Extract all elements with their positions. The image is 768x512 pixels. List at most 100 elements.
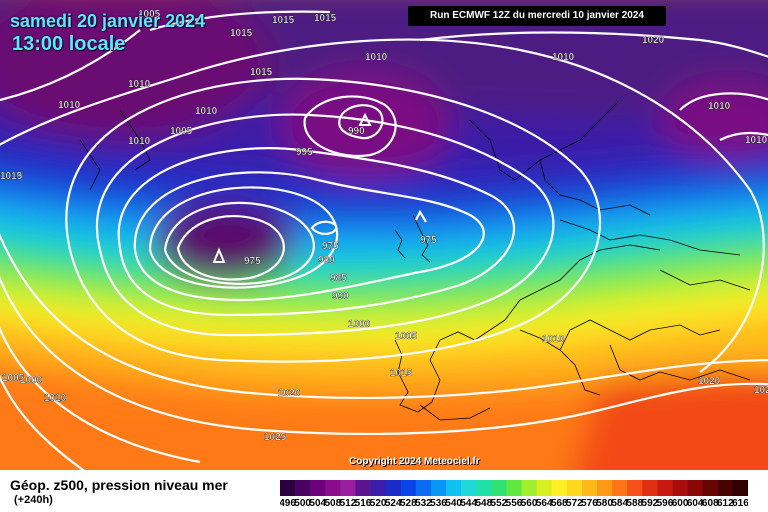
legend-swatch [642, 480, 658, 496]
legend-swatch [627, 480, 643, 496]
copyright-notice: Copyright 2024 Meteociel.fr [349, 456, 480, 467]
legend-label: 608 [702, 498, 719, 508]
legend-swatch [672, 480, 688, 496]
legend-label: 516 [355, 498, 372, 508]
isobar-label: 1010 [44, 393, 67, 404]
isobar-label: 1025 [264, 432, 287, 443]
isobar-label: 1000 [20, 375, 43, 386]
legend-label: 616 [732, 498, 748, 508]
legend-swatch [551, 480, 568, 496]
isobar-label: 102 [754, 385, 768, 396]
isobar-label: 1015 [390, 368, 413, 379]
legend-swatch [415, 480, 432, 496]
isobar-label: 985 [330, 273, 347, 284]
legend-label: 540 [445, 498, 462, 508]
forecast-local-time: 13:00 locale [12, 33, 126, 55]
isobar-label: 1010 [0, 171, 23, 182]
run-info-banner: Run ECMWF 12Z du mercredi 10 janvier 202… [408, 6, 666, 26]
legend-label: 504 [309, 498, 326, 508]
isobar-label: 1010 [44, 393, 67, 404]
isobar-label: 1010 [58, 100, 81, 111]
legend-label: 572 [566, 498, 583, 508]
forecast-date: samedi 20 janvier 2024 [10, 11, 206, 31]
geopotential-field [0, 0, 768, 470]
legend-swatch [340, 480, 356, 496]
isobar-label: 1020 [698, 376, 721, 387]
legend-label: 556 [506, 498, 523, 508]
legend-label: 576 [581, 498, 598, 508]
isobar-label: 1015 [314, 13, 337, 24]
legend-swatch [370, 480, 386, 496]
legend-swatch [355, 480, 371, 496]
legend-label: 588 [626, 498, 643, 508]
isobar-label: 1005 [138, 9, 161, 20]
lead-time: (+240h) [14, 494, 53, 506]
legend-swatch [430, 480, 447, 496]
isobar-label: 1010 [542, 334, 565, 345]
legend-label: 544 [460, 498, 477, 508]
legend-swatch [310, 480, 326, 496]
isobar-label: 1010 [745, 135, 768, 146]
low-pressure-centers [212, 112, 372, 263]
legend-label: 496 [280, 498, 296, 508]
legend-label: 596 [657, 498, 674, 508]
legend-swatch [521, 480, 537, 496]
coastlines [79, 99, 751, 421]
isobar-label: 1010 [552, 52, 575, 63]
legend-swatch [612, 480, 628, 496]
isobar-labels: 1005 1015 1015 1015 1010 1010 1015 1020 1010 1010… [0, 9, 768, 443]
legend-label: 528 [400, 498, 417, 508]
isobars [0, 10, 768, 470]
isobar-label: 980 [318, 255, 335, 266]
legend-swatch [566, 480, 583, 496]
legend-label: 564 [536, 498, 553, 508]
legend-label: 524 [385, 498, 402, 508]
isobar-label: 1005 [170, 126, 193, 137]
legend-swatch [446, 480, 462, 496]
low-center-marker [212, 247, 226, 263]
isobar-label: 1010 [128, 79, 151, 90]
isobar-label: 1020 [642, 35, 665, 46]
legend-swatch [491, 480, 507, 496]
parameter-title: Géop. z500, pression niveau mer [10, 477, 228, 493]
isobar-label: 1020 [278, 388, 301, 399]
isobar-label: 1010 [195, 106, 218, 117]
legend-swatch [385, 480, 402, 496]
legend-swatch [325, 480, 341, 496]
isobar-label: 1010 [708, 101, 731, 112]
isobar-label: 990 [348, 126, 365, 137]
legend-label: 560 [521, 498, 538, 508]
legend-swatch [461, 480, 477, 496]
isobar-label: 1000 [348, 319, 371, 330]
isobar-label: 1015 [272, 15, 295, 26]
low-center-marker [358, 112, 372, 126]
legend-label: 584 [611, 498, 628, 508]
legend-label: 568 [551, 498, 568, 508]
isobar-label: 1015 [230, 28, 253, 39]
isobar-label: 1015 [250, 67, 273, 78]
legend-label: 552 [491, 498, 508, 508]
legend-swatch [400, 480, 417, 496]
isobar-label: 995 [296, 147, 313, 158]
legend-label: 600 [672, 498, 689, 508]
legend-label: 612 [717, 498, 734, 508]
legend-label: 536 [430, 498, 447, 508]
legend-swatch [657, 480, 673, 496]
legend-label: 580 [596, 498, 613, 508]
isobar-label: 1005 [395, 331, 418, 342]
legend-swatch [687, 480, 704, 496]
legend-label: 520 [370, 498, 387, 508]
isobar-label: 975 [322, 241, 339, 252]
legend-swatch [280, 480, 296, 496]
legend-swatch [295, 480, 311, 496]
legend-label: 500 [294, 498, 311, 508]
forecast-map: 1005 1015 1015 1015 1010 1010 1015 1020 1010 1010… [0, 0, 768, 470]
legend-swatch [506, 480, 522, 496]
legend-swatch [597, 480, 613, 496]
legend-label: 604 [687, 498, 704, 508]
legend-label: 508 [324, 498, 341, 508]
legend-label: 512 [340, 498, 357, 508]
isobar-label: 1010 [128, 136, 151, 147]
color-scale-legend: 4965005045085125165205245285325365405445… [280, 480, 748, 508]
